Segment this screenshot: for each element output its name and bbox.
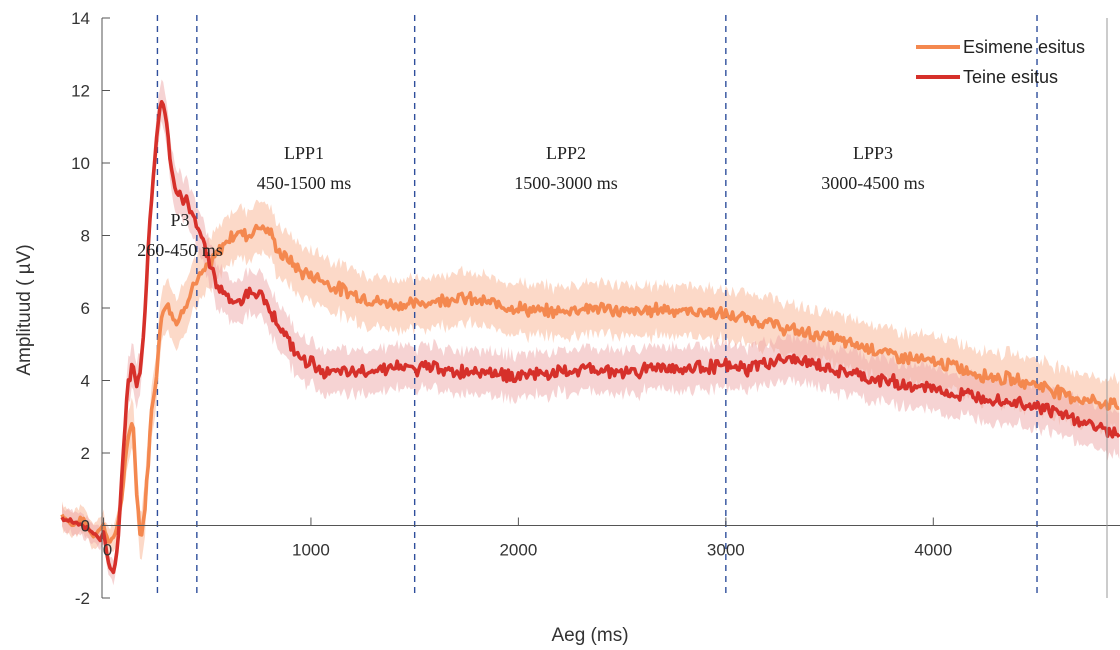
y-tick-label: 12 xyxy=(71,82,90,101)
confidence-bands xyxy=(62,79,1120,586)
x-tick-label: 4000 xyxy=(914,541,952,560)
y-tick-label: 10 xyxy=(71,154,90,173)
region-range-lpp1: 450-1500 ms xyxy=(257,173,352,193)
legend: Esimene esitus Teine esitus xyxy=(916,37,1085,87)
region-labels: P3 260-450 ms LPP1 450-1500 ms LPP2 1500-3000… xyxy=(137,143,925,260)
region-range-lpp2: 1500-3000 ms xyxy=(514,173,618,193)
region-name-lpp2: LPP2 xyxy=(546,143,586,163)
y-tick-label: 4 xyxy=(81,372,90,391)
line-series-1 xyxy=(60,100,1120,575)
x-axis-title: Aeg (ms) xyxy=(551,625,628,646)
region-range-p3: 260-450 ms xyxy=(137,240,223,260)
band-series-1 xyxy=(62,79,1120,586)
y-tick-labels: -2 0 2 4 6 8 10 12 14 xyxy=(71,9,90,608)
x-tick-label: 2000 xyxy=(499,541,537,560)
axes xyxy=(101,17,1120,599)
x-tick-label: 1000 xyxy=(292,541,330,560)
region-name-p3: P3 xyxy=(170,210,189,230)
y-tick-label: -2 xyxy=(75,589,90,608)
y-axis-title: Amplituud ( µV) xyxy=(14,244,35,375)
x-tick-label: 0 xyxy=(103,541,112,560)
series-lines xyxy=(60,100,1120,575)
y-tick-label: 0 xyxy=(81,517,90,536)
y-tick-label: 14 xyxy=(71,9,90,28)
y-tick-label: 6 xyxy=(81,299,90,318)
y-tick-label: 2 xyxy=(81,444,90,463)
line-series-0 xyxy=(60,223,1120,544)
legend-label-1: Teine esitus xyxy=(963,67,1058,87)
legend-label-0: Esimene esitus xyxy=(963,37,1085,57)
x-tick-label: 3000 xyxy=(707,541,745,560)
band-series-0 xyxy=(62,199,1120,560)
region-range-lpp3: 3000-4500 ms xyxy=(821,173,925,193)
x-tick-labels: 0 1000 2000 3000 4000 xyxy=(103,541,952,560)
region-name-lpp1: LPP1 xyxy=(284,143,324,163)
y-tick-label: 8 xyxy=(81,227,90,246)
region-name-lpp3: LPP3 xyxy=(853,143,893,163)
